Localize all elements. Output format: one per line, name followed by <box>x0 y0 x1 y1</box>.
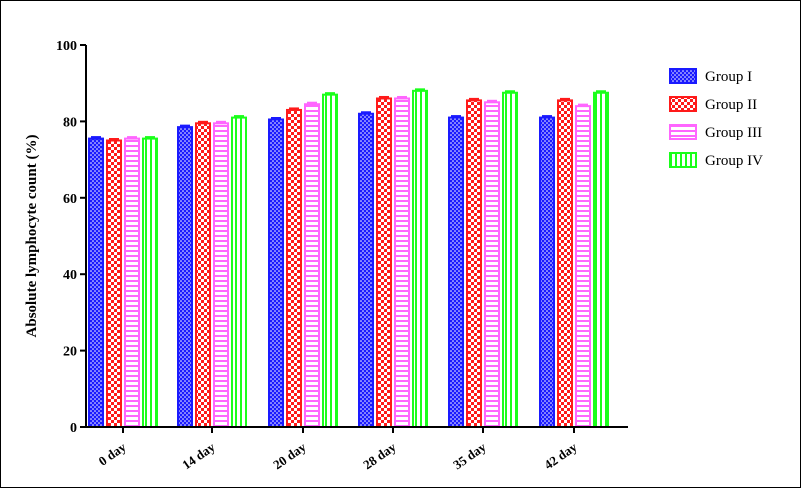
bar-group-iv-14-day <box>231 116 247 429</box>
legend-label: Group I <box>705 69 752 85</box>
x-tick-label: 14 day <box>179 439 218 472</box>
y-tick-label: 80 <box>63 115 77 130</box>
bar-group-iii-35-day <box>484 101 500 429</box>
bar-group-iii-28-day <box>394 97 410 428</box>
bar-group-iv-20-day <box>322 93 338 428</box>
legend-label: Group II <box>705 97 757 113</box>
bar-group-ii-28-day <box>376 97 392 428</box>
bar-group-iv-42-day <box>593 91 609 428</box>
bar-group-iii-20-day <box>304 103 320 429</box>
x-tick-label: 0 day <box>96 439 130 469</box>
bar-group-i-14-day <box>177 126 193 428</box>
y-tick-label: 0 <box>70 421 77 436</box>
legend-swatch <box>669 68 697 84</box>
bar-group-ii-14-day <box>195 122 211 428</box>
y-axis-label: Absolute lymphocyte count (%) <box>24 135 40 338</box>
y-tick-label: 20 <box>63 345 77 360</box>
bar-group-i-35-day <box>448 116 464 429</box>
x-tick-label: 42 day <box>541 439 580 472</box>
bar-group-iii-14-day <box>213 122 229 428</box>
bar-group-i-42-day <box>539 116 555 429</box>
bar-group-i-20-day <box>268 118 284 429</box>
bar-group-i-28-day <box>358 112 374 428</box>
x-tick-label: 20 day <box>270 439 309 472</box>
x-tick-label: 28 day <box>360 439 399 472</box>
bars-group <box>88 88 609 429</box>
legend-swatch <box>669 152 697 168</box>
bar-group-iii-42-day <box>575 105 591 429</box>
bar-group-iii-0-day <box>124 137 140 428</box>
x-tick-label: 35 day <box>450 439 489 472</box>
y-ticks-group: 0 20 40 60 80 100 <box>56 39 86 436</box>
bar-group-ii-0-day <box>106 139 122 428</box>
y-tick-label: 100 <box>56 39 77 54</box>
legend-swatch <box>669 124 697 140</box>
legend: Group I Group II Group III Group IV <box>669 68 763 169</box>
bar-group-i-0-day <box>88 137 104 428</box>
legend-label: Group III <box>705 125 762 141</box>
bar-group-ii-42-day <box>557 99 573 428</box>
x-ticks-group: 0 day 14 day 20 day 28 day 35 day 42 day <box>96 427 580 472</box>
bar-group-iv-35-day <box>502 91 518 428</box>
y-tick-label: 60 <box>63 192 77 207</box>
bar-group-iv-28-day <box>412 89 428 428</box>
bar-group-iv-0-day <box>142 137 158 428</box>
bar-group-ii-20-day <box>286 108 302 428</box>
y-tick-label: 40 <box>63 268 77 283</box>
bar-group-ii-35-day <box>466 99 482 428</box>
legend-label: Group IV <box>705 153 763 169</box>
legend-swatch <box>669 96 697 112</box>
